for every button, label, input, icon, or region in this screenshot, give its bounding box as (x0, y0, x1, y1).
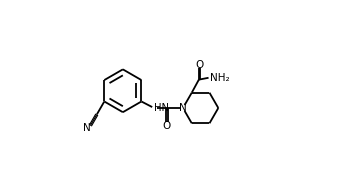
Text: NH₂: NH₂ (210, 73, 230, 83)
Text: O: O (163, 121, 171, 131)
Text: N: N (179, 103, 187, 113)
Text: N: N (83, 123, 91, 133)
Text: HN: HN (154, 103, 169, 113)
Text: O: O (195, 60, 204, 70)
